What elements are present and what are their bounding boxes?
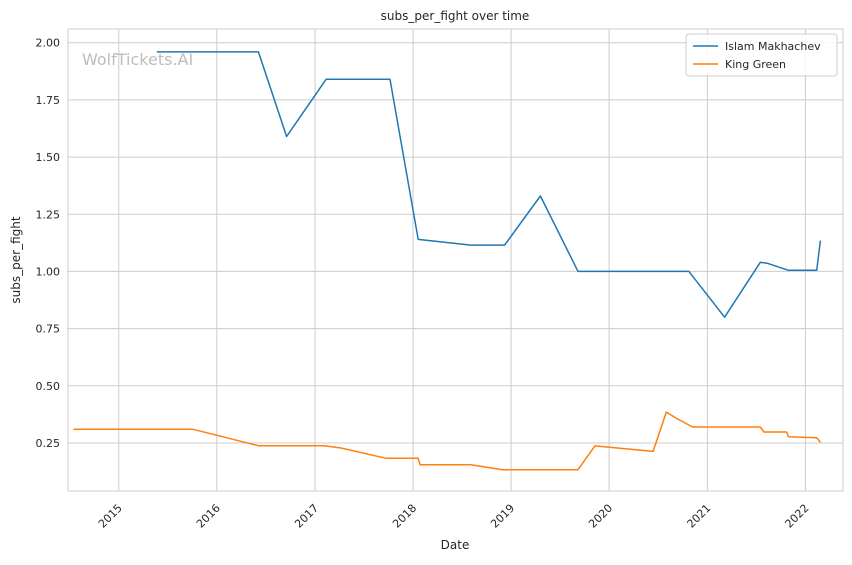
x-tick-label: 2016 <box>194 502 223 531</box>
y-tick-label: 0.25 <box>36 437 61 450</box>
y-tick-label: 2.00 <box>36 37 61 50</box>
y-tick-label: 1.00 <box>36 265 61 278</box>
y-tick-label: 0.75 <box>36 323 61 336</box>
y-tick-label: 1.75 <box>36 94 61 107</box>
plot-background <box>68 29 843 491</box>
x-tick-label: 2021 <box>685 502 714 531</box>
chart-title: subs_per_fight over time <box>381 9 530 23</box>
legend-label-islam-makhachev: Islam Makhachev <box>725 40 821 53</box>
legend: Islam Makhachev King Green <box>686 34 837 76</box>
legend-label-king-green: King Green <box>725 58 786 71</box>
x-tick-label: 2015 <box>96 502 125 531</box>
x-tick-label: 2022 <box>783 502 812 531</box>
y-tick-label: 0.50 <box>36 380 61 393</box>
y-tick-label: 1.50 <box>36 151 61 164</box>
x-axis-label: Date <box>441 538 470 552</box>
y-tick-label: 1.25 <box>36 208 61 221</box>
x-tick-label: 2017 <box>292 502 321 531</box>
watermark: WolfTickets.AI <box>82 50 193 69</box>
x-tick-label: 2018 <box>390 502 419 531</box>
y-axis-label: subs_per_fight <box>9 216 23 303</box>
x-tick-label: 2020 <box>586 502 615 531</box>
x-tick-label: 2019 <box>488 502 517 531</box>
